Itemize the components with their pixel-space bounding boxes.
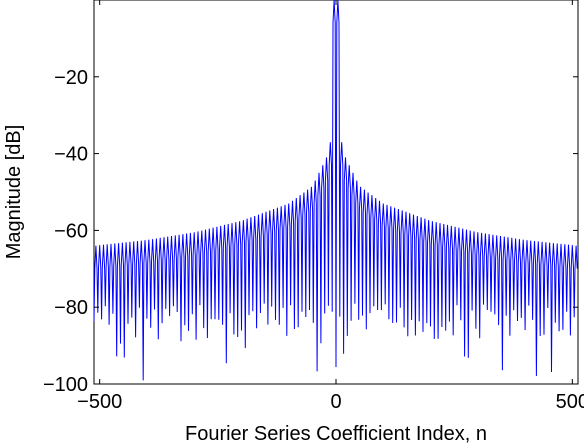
x-tick-label: −500	[77, 391, 122, 413]
x-axis: −500 0 500	[77, 0, 584, 413]
y-tick-label: −60	[54, 220, 88, 242]
y-tick-label: −100	[43, 374, 88, 396]
plot-area	[93, 0, 579, 385]
y-tick-label: −20	[54, 67, 88, 89]
x-tick-label: 0	[330, 391, 341, 413]
series-line	[93, 0, 578, 381]
y-axis-label: Magnitude [dB]	[3, 125, 25, 260]
x-axis-label: Fourier Series Coefficient Index, n	[185, 423, 487, 444]
y-tick-label: −80	[54, 297, 88, 319]
y-axis: −20 −40 −60 −80 −100	[43, 67, 578, 396]
x-tick-label: 500	[556, 391, 584, 413]
y-tick-label: −40	[54, 144, 88, 166]
